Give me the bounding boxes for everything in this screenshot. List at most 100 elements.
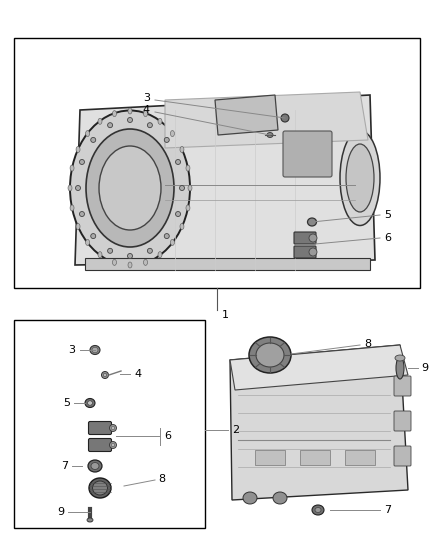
Ellipse shape [395, 355, 405, 361]
Ellipse shape [89, 478, 111, 498]
Ellipse shape [75, 185, 81, 190]
Ellipse shape [148, 248, 152, 253]
Text: 8: 8 [364, 339, 371, 349]
Ellipse shape [281, 114, 289, 122]
Ellipse shape [70, 165, 74, 171]
Ellipse shape [176, 159, 180, 165]
Text: 2: 2 [232, 425, 239, 435]
Ellipse shape [309, 248, 317, 256]
Ellipse shape [70, 205, 74, 211]
Ellipse shape [91, 233, 96, 239]
Ellipse shape [111, 443, 115, 447]
Ellipse shape [170, 131, 174, 136]
Text: 6: 6 [384, 233, 391, 243]
Ellipse shape [164, 233, 169, 239]
Ellipse shape [85, 399, 95, 408]
Ellipse shape [110, 424, 117, 432]
Ellipse shape [256, 343, 284, 367]
Ellipse shape [113, 260, 117, 265]
Ellipse shape [111, 426, 115, 430]
FancyBboxPatch shape [394, 376, 411, 396]
Ellipse shape [92, 481, 107, 495]
Ellipse shape [88, 401, 92, 405]
Ellipse shape [309, 234, 317, 242]
Text: 4: 4 [134, 369, 141, 379]
Ellipse shape [267, 133, 273, 138]
Ellipse shape [103, 373, 107, 377]
Ellipse shape [127, 117, 133, 123]
Text: 1: 1 [222, 310, 229, 320]
Ellipse shape [396, 357, 404, 379]
Ellipse shape [92, 348, 98, 353]
Ellipse shape [180, 223, 184, 230]
Ellipse shape [144, 260, 148, 265]
Ellipse shape [86, 129, 174, 247]
Ellipse shape [127, 254, 133, 259]
Bar [345, 450, 375, 465]
Polygon shape [230, 345, 408, 390]
Text: 7: 7 [61, 461, 68, 471]
Ellipse shape [176, 212, 180, 216]
FancyBboxPatch shape [294, 232, 316, 244]
Ellipse shape [346, 144, 374, 212]
Text: 5: 5 [384, 210, 391, 220]
Ellipse shape [180, 147, 184, 152]
FancyBboxPatch shape [283, 131, 332, 177]
Ellipse shape [128, 108, 132, 114]
Ellipse shape [108, 123, 113, 128]
Polygon shape [215, 95, 278, 135]
Text: 8: 8 [158, 474, 165, 484]
FancyBboxPatch shape [394, 411, 411, 431]
FancyBboxPatch shape [88, 439, 112, 451]
Ellipse shape [144, 111, 148, 117]
Ellipse shape [76, 223, 80, 230]
Ellipse shape [164, 138, 169, 142]
Ellipse shape [76, 147, 80, 152]
Bar [14, 38, 420, 288]
Text: 7: 7 [384, 505, 391, 515]
Ellipse shape [87, 518, 93, 522]
Ellipse shape [158, 252, 162, 257]
Text: 3: 3 [143, 93, 150, 103]
Ellipse shape [98, 118, 102, 124]
Ellipse shape [340, 131, 380, 225]
Ellipse shape [110, 441, 117, 448]
Ellipse shape [312, 505, 324, 515]
Ellipse shape [148, 123, 152, 128]
Ellipse shape [243, 492, 257, 504]
Ellipse shape [108, 248, 113, 253]
Ellipse shape [186, 165, 190, 171]
Ellipse shape [68, 185, 72, 191]
Ellipse shape [186, 205, 190, 211]
Bar [300, 450, 330, 465]
Ellipse shape [249, 337, 291, 373]
Polygon shape [75, 95, 375, 265]
FancyBboxPatch shape [294, 246, 316, 258]
Ellipse shape [91, 463, 99, 470]
FancyBboxPatch shape [394, 446, 411, 466]
Ellipse shape [188, 185, 192, 191]
Ellipse shape [113, 111, 117, 117]
Ellipse shape [170, 239, 174, 246]
Bar [255, 450, 285, 465]
Ellipse shape [307, 218, 317, 226]
Ellipse shape [79, 212, 85, 216]
Ellipse shape [79, 159, 85, 165]
Bar [85, 258, 370, 270]
Text: 9: 9 [57, 507, 64, 517]
Text: 4: 4 [143, 105, 150, 115]
Text: 5: 5 [63, 398, 70, 408]
Ellipse shape [102, 372, 109, 378]
Ellipse shape [85, 131, 90, 136]
Text: 3: 3 [68, 345, 75, 355]
Ellipse shape [98, 252, 102, 257]
Bar [14, 320, 205, 528]
Ellipse shape [180, 185, 184, 190]
Polygon shape [230, 345, 408, 500]
Polygon shape [165, 92, 368, 148]
Ellipse shape [85, 239, 90, 246]
Text: 9: 9 [421, 363, 428, 373]
Ellipse shape [70, 110, 190, 265]
Ellipse shape [90, 345, 100, 354]
Ellipse shape [88, 460, 102, 472]
